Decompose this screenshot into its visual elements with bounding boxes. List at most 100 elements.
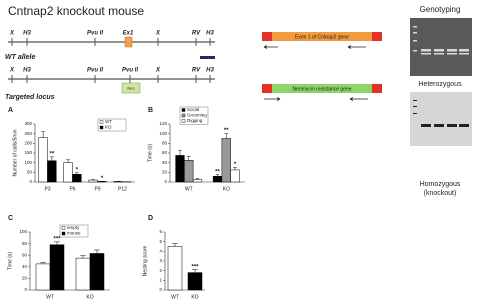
probe-bar: [200, 56, 215, 59]
site-label: Pvu II: [122, 68, 138, 74]
y-axis-label: Time (s): [147, 144, 153, 162]
legend-box: [59, 224, 89, 238]
site-label: X: [9, 68, 15, 74]
y-tick-label: 80: [22, 241, 28, 246]
genotyping-title: Genotyping: [420, 5, 461, 14]
y-tick-label: 0: [29, 179, 32, 184]
error-bar: [178, 150, 182, 156]
gel-label: (knockout): [424, 190, 457, 197]
y-tick-label: 20: [162, 170, 168, 175]
site-label: Ex1: [123, 31, 134, 37]
error-bar: [80, 255, 86, 259]
site-label: H3: [23, 31, 31, 37]
y-tick-label: 40: [22, 264, 28, 269]
y-tick-label: 80: [162, 141, 168, 146]
gel: [410, 92, 472, 146]
neo-box: [121, 82, 141, 94]
significance: **: [215, 169, 220, 175]
gel: [410, 18, 472, 76]
bar: [212, 175, 223, 183]
primer-arrows: [263, 45, 366, 49]
legend-box: [179, 106, 209, 125]
error-bar: [75, 172, 79, 175]
x-tick-label: WT: [46, 294, 54, 300]
y-tick-label: 0: [164, 179, 167, 184]
gel-label: Heterozygous: [418, 81, 462, 88]
y-tick-label: 200: [24, 141, 32, 146]
x-tick-label: KO: [191, 294, 198, 300]
panel-label: D: [148, 215, 153, 222]
bar: [167, 246, 183, 291]
y-tick-label: 300: [24, 121, 32, 126]
significance: **: [224, 128, 229, 134]
bar: [72, 174, 82, 183]
bar: [89, 253, 105, 291]
construct-label: Exon 1 of Cntnap2 gene: [295, 34, 349, 40]
gel-bands: [413, 100, 469, 127]
bar: [63, 162, 73, 183]
legend-label: mouse: [67, 231, 81, 236]
legend-label: Grooming: [187, 113, 207, 118]
error-bar: [94, 249, 100, 254]
construct-end: [262, 84, 272, 93]
bar: [187, 272, 203, 291]
y-axis-label: Number of calls/5min: [12, 129, 18, 176]
panel-label: A: [8, 107, 13, 114]
site-ticks: [11, 38, 211, 46]
y-tick-label: 60: [162, 150, 168, 155]
error-bar: [54, 241, 60, 245]
panel-label: B: [148, 107, 153, 114]
x-tick-label: WT: [185, 186, 193, 192]
construct-label: Neomycin resistance gene: [293, 86, 352, 92]
bar: [38, 137, 48, 183]
y-tick-label: 100: [159, 131, 167, 136]
x-tick-label: KO: [86, 294, 93, 300]
gel-bands: [413, 26, 469, 55]
y-tick-label: 6: [159, 229, 162, 234]
legend-swatch: [181, 113, 186, 118]
error-bar: [195, 178, 200, 180]
legend-swatch: [61, 231, 66, 236]
exon-segment: [272, 32, 372, 41]
site-label: Pvu II: [87, 68, 103, 74]
y-tick-label: 4: [159, 249, 162, 254]
error-bar: [50, 156, 54, 161]
y-axis-label: Time (s): [7, 252, 13, 270]
exon-box: [124, 36, 133, 48]
site-label: X: [155, 68, 161, 74]
construct-end: [262, 32, 272, 41]
bar: [35, 263, 51, 291]
y-tick-label: 5: [159, 239, 162, 244]
gel-label: Homozygous: [420, 181, 461, 188]
legend-swatch: [99, 125, 104, 130]
site-label: X: [9, 31, 15, 37]
error-bar: [215, 174, 220, 177]
y-axis-label: Nesting score: [142, 246, 148, 277]
constructs: Exon 1 of Cntnap2 gene Neomycin resistan…: [262, 32, 382, 101]
error-bar: [224, 133, 228, 139]
bar: [221, 138, 231, 183]
wt-allele: X H3 Pvu II Ex1 X RV H3 WT allele: [5, 31, 215, 61]
site-label: RV: [192, 31, 201, 37]
primer-arrows: [264, 97, 368, 101]
bar: [230, 169, 240, 183]
x-tick-label: P9: [94, 186, 100, 192]
legend-swatch: [181, 108, 186, 112]
legend-swatch: [99, 120, 104, 124]
significance: **: [50, 151, 55, 157]
x-tick-label: WT: [171, 294, 179, 300]
legend-label: empty: [67, 225, 80, 230]
bar: [184, 160, 194, 183]
y-tick-label: 60: [22, 252, 28, 257]
significance: *: [234, 162, 237, 168]
error-bar: [41, 131, 45, 138]
error-bar: [187, 156, 191, 161]
y-tick-label: 20: [22, 276, 28, 281]
targeted-locus: X H3 Pvu II Pvu II Neo X RV H3 Targeted …: [5, 68, 215, 101]
significance: ***: [191, 264, 199, 270]
panel-label: C: [8, 215, 13, 222]
y-tick-label: 0: [24, 287, 27, 292]
legend-label: Digging: [187, 118, 203, 123]
allele-label: Targeted locus: [5, 94, 55, 101]
